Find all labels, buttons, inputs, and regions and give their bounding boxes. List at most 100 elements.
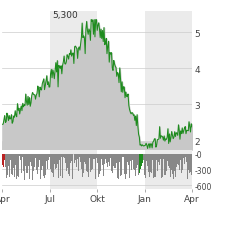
Bar (45, 154, 46, 175)
Bar (39, 154, 40, 160)
Bar (189, 154, 190, 173)
Bar (167, 154, 168, 162)
Bar (125, 154, 126, 159)
Bar (73, 154, 74, 158)
Bar (156, 154, 157, 161)
Bar (171, 154, 172, 171)
Bar (13, 154, 14, 168)
Bar (17, 154, 18, 176)
Bar (183, 154, 184, 158)
Bar (40, 154, 41, 179)
Bar (97, 154, 98, 164)
Bar (131, 154, 132, 164)
Bar (107, 154, 108, 167)
Bar (50, 150, 97, 189)
Bar (135, 154, 136, 176)
Bar (83, 154, 84, 173)
Bar (48, 154, 49, 160)
Bar (141, 154, 142, 166)
Bar (119, 154, 120, 162)
Bar (103, 154, 104, 176)
Bar (116, 154, 117, 164)
Bar (142, 154, 143, 163)
Bar (177, 154, 178, 165)
Bar (130, 154, 131, 161)
Bar (164, 154, 165, 175)
Text: 1,830: 1,830 (143, 150, 169, 159)
Bar (180, 154, 181, 160)
Bar (137, 154, 138, 161)
Bar (179, 154, 180, 170)
Bar (50, 154, 51, 169)
Bar (43, 154, 44, 176)
Bar (92, 154, 93, 170)
Bar (165, 154, 166, 175)
Bar (168, 154, 169, 166)
Bar (98, 154, 99, 177)
Bar (162, 154, 163, 177)
Bar (100, 154, 101, 171)
Bar (146, 154, 147, 161)
Bar (9, 154, 10, 177)
Bar (35, 154, 36, 159)
Bar (36, 154, 37, 170)
Bar (10, 154, 11, 160)
Bar (133, 154, 134, 169)
Bar (7, 154, 8, 175)
Bar (114, 154, 115, 168)
Bar (149, 154, 150, 169)
Bar (140, 154, 141, 170)
Bar (41, 154, 42, 170)
Bar (75, 154, 76, 160)
Bar (139, 154, 140, 173)
Bar (101, 154, 102, 159)
Bar (24, 154, 25, 159)
Bar (102, 154, 103, 165)
Bar (153, 154, 154, 178)
Bar (187, 154, 188, 179)
Bar (182, 154, 183, 170)
Bar (147, 154, 148, 166)
Bar (80, 154, 81, 162)
Bar (117, 154, 118, 178)
Bar (82, 154, 83, 177)
Bar (21, 154, 22, 173)
Bar (144, 154, 145, 176)
Bar (154, 154, 155, 177)
Bar (151, 154, 152, 173)
Bar (150, 154, 151, 172)
Bar (18, 154, 19, 179)
Bar (176, 154, 177, 167)
Bar (84, 154, 85, 162)
Bar (64, 154, 65, 171)
Bar (124, 154, 125, 174)
Bar (31, 154, 32, 167)
Bar (19, 154, 20, 157)
Bar (33, 154, 34, 172)
Bar (144, 150, 192, 189)
Bar (63, 154, 64, 157)
Bar (59, 154, 60, 160)
Bar (20, 154, 21, 161)
Bar (191, 154, 192, 175)
Bar (144, 12, 192, 150)
Bar (104, 154, 105, 164)
Bar (77, 154, 78, 159)
Bar (178, 154, 179, 165)
Bar (44, 154, 45, 178)
Bar (161, 154, 162, 179)
Bar (138, 154, 139, 176)
Bar (60, 154, 61, 176)
Bar (170, 154, 171, 178)
Bar (76, 154, 77, 167)
Bar (157, 154, 158, 172)
Bar (90, 154, 91, 173)
Bar (61, 154, 62, 158)
Bar (29, 154, 30, 179)
Bar (136, 154, 137, 168)
Bar (2, 154, 3, 166)
Bar (118, 154, 119, 180)
Bar (99, 154, 100, 174)
Bar (148, 154, 149, 172)
Bar (89, 154, 90, 158)
